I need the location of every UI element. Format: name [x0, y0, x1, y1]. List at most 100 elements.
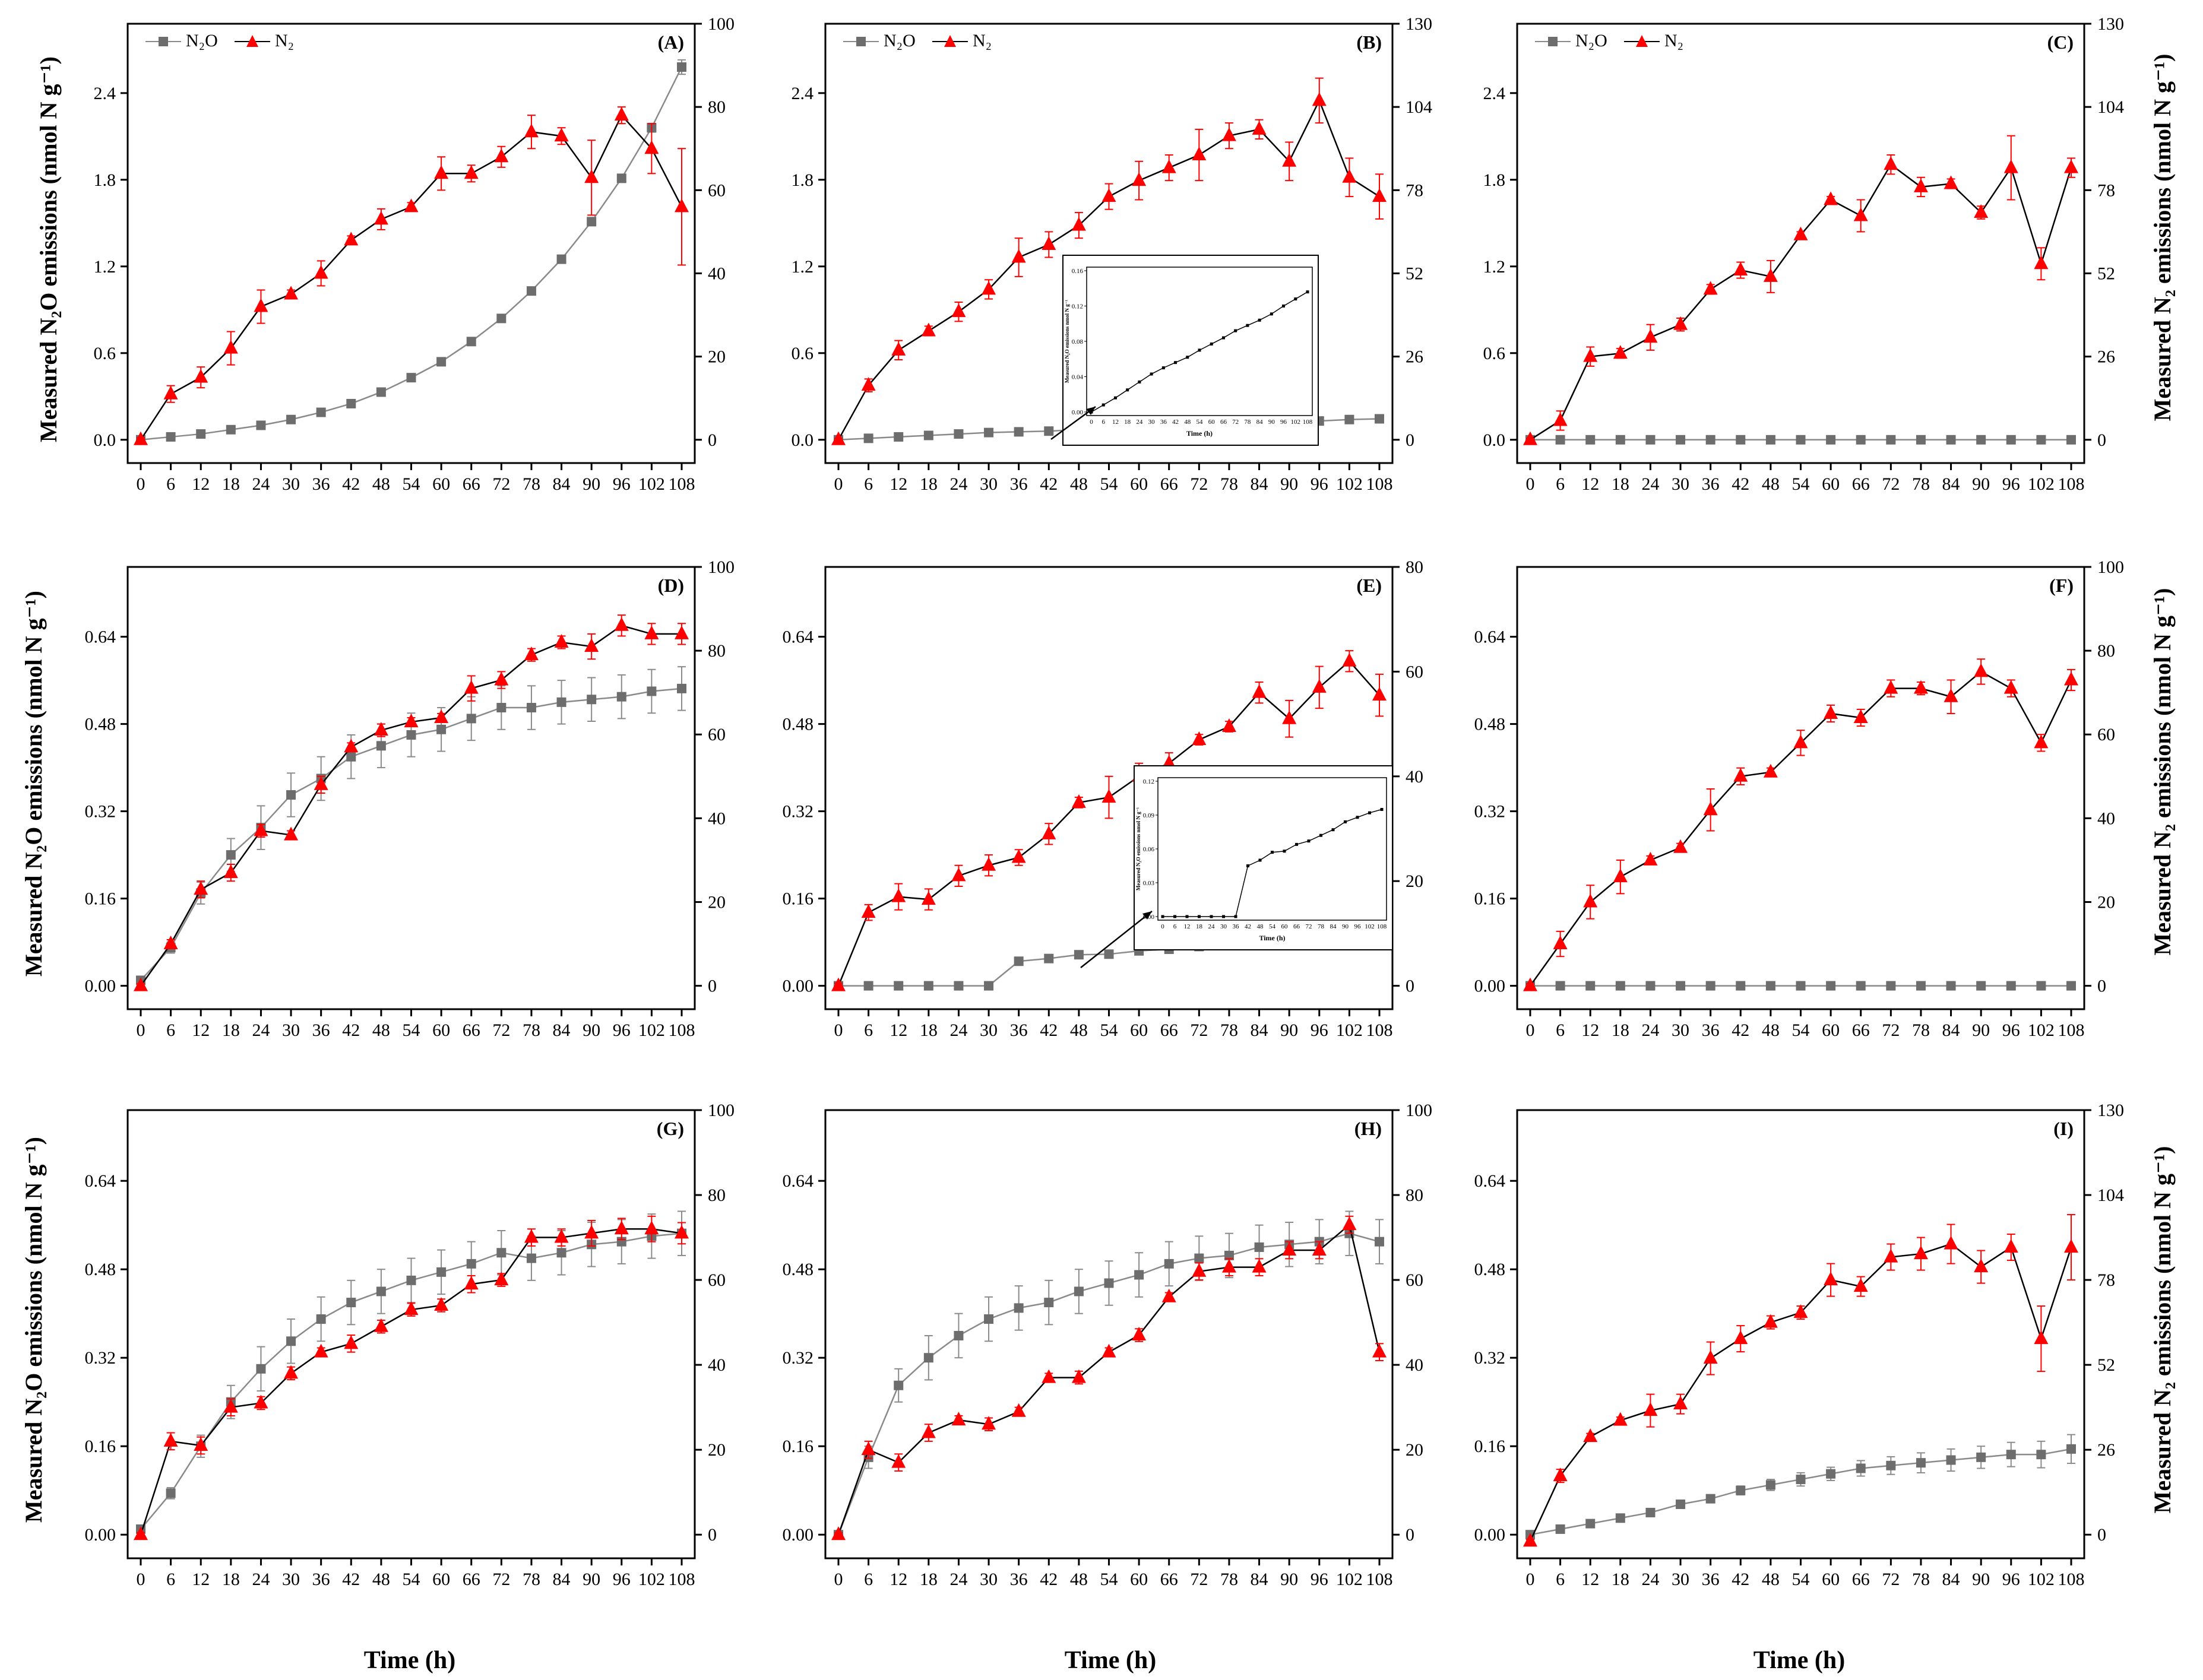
n2-point [1342, 169, 1357, 183]
x-tick-label: 24 [949, 1570, 967, 1589]
series-n2o [1525, 435, 2076, 445]
n2o-point [496, 703, 507, 713]
n2-point [1042, 825, 1056, 839]
x-tick-label: 12 [192, 474, 210, 494]
inset-point [1246, 864, 1249, 867]
n2-point [1583, 1428, 1598, 1443]
n2-point [1252, 1259, 1267, 1273]
y-left-tick-label: 0.00 [783, 977, 814, 996]
x-tick-label: 72 [1190, 474, 1208, 494]
x-tick-label: 36 [1702, 1020, 1720, 1040]
x-tick-label: 102 [1336, 1570, 1363, 1589]
n2o-point [1976, 435, 1986, 445]
inset-x-tick-label: 54 [1197, 419, 1204, 426]
plot-frame [1516, 23, 2085, 464]
n2-point [1282, 710, 1297, 724]
x-tick-label: 0 [137, 474, 145, 494]
n2o-point [1375, 414, 1384, 424]
n2-point [1192, 147, 1207, 161]
n2-point [1282, 1242, 1297, 1256]
n2o-point [1014, 427, 1024, 437]
x-tick-label: 54 [1792, 1570, 1810, 1589]
series-n2o [136, 1210, 686, 1534]
inset-point [1307, 839, 1311, 843]
n2o-point [466, 1259, 476, 1269]
n2-point [1523, 431, 1537, 445]
y-right-label-row1: Measured N₂ emissions (nmol N g⁻¹) [2149, 54, 2176, 421]
x-tick-label: 84 [553, 1020, 571, 1040]
x-tick-label: 60 [432, 474, 450, 494]
x-tick-label: 66 [1852, 1020, 1870, 1040]
inset-x-tick-label: 96 [1280, 419, 1287, 426]
x-tick-label: 108 [2058, 1570, 2085, 1589]
y-right-tick-label: 60 [1406, 1270, 1423, 1290]
x-tick-label: 102 [1336, 474, 1363, 494]
n2-point [951, 867, 966, 882]
n2o-point [1645, 1507, 1656, 1517]
inset-point [1344, 820, 1347, 823]
y-right-tick-label: 60 [1406, 662, 1423, 681]
n2-point [1011, 849, 1026, 863]
inset-x-tick-label: 30 [1220, 923, 1227, 930]
n2-point [1824, 1272, 1838, 1286]
legend-n2o-marker [856, 37, 866, 46]
x-tick-label: 66 [1160, 474, 1178, 494]
panel-a: 0.0 0.6 1.2 1.8 2.4 0 20 40 60 80 100 0 6 12 18 24 30 36 4… [94, 14, 735, 494]
n2o-point [1014, 1303, 1024, 1313]
x-tick-label: 18 [1612, 1570, 1629, 1589]
y-right-tick-label: 104 [1406, 97, 1432, 117]
y-left-tick-label: 0.32 [85, 802, 116, 822]
n2-point [2034, 255, 2049, 270]
n2-point [1763, 268, 1778, 282]
y-left-tick-label: 0.64 [1474, 1171, 1506, 1191]
x-tick-label: 90 [1972, 1570, 1990, 1589]
n2-point [1853, 207, 1868, 221]
n2o-point [1676, 435, 1686, 445]
n2-point [1132, 1327, 1147, 1341]
panel-i: 0.00 0.16 0.32 0.48 0.64 0 26 52 78 104 130 0 6 12 18 2… [1474, 1101, 2125, 1589]
n2o-point [556, 1248, 566, 1258]
n2-point [921, 891, 936, 905]
y-right-tick-label: 20 [708, 892, 726, 912]
n2o-point [466, 337, 476, 347]
inset-x-tick-label: 66 [1220, 419, 1227, 426]
inset-point [1210, 342, 1213, 345]
n2o-point [923, 981, 933, 991]
x-tick-label: 18 [920, 1570, 938, 1589]
x-label-col1: Time (h) [364, 1647, 455, 1674]
x-tick-label: 84 [553, 1570, 571, 1589]
inset-point [1306, 290, 1309, 294]
x-tick-label: 12 [890, 474, 907, 494]
n2-point [374, 722, 388, 736]
n2-point [1252, 684, 1267, 698]
x-tick-label: 30 [980, 1020, 998, 1040]
n2-point [1613, 868, 1628, 883]
x-tick-label: 24 [1641, 474, 1659, 494]
n2o-point [1615, 981, 1625, 991]
x-tick-label: 60 [1130, 1020, 1148, 1040]
n2-point [254, 1394, 268, 1409]
n2o-point [496, 313, 507, 324]
x-tick-label: 30 [1672, 1020, 1689, 1040]
y-right-tick-label: 26 [2097, 347, 2115, 367]
n2o-point [1044, 426, 1054, 436]
n2-point [1312, 679, 1327, 693]
y-left-tick-label: 0.32 [1474, 802, 1506, 822]
x-tick-label: 78 [1220, 1570, 1238, 1589]
x-tick-label: 78 [523, 1020, 540, 1040]
y-left-tick-label: 0.48 [783, 715, 814, 734]
x-tick-label: 96 [613, 474, 631, 494]
n2o-point [647, 686, 657, 696]
n2-point [134, 1526, 148, 1540]
n2o-point [1886, 435, 1896, 445]
n2o-point [1796, 981, 1806, 991]
n2-point [831, 977, 846, 991]
legend-n2-label: N₂ [1664, 31, 1683, 50]
n2o-point [1044, 1298, 1054, 1308]
n2-point [374, 211, 388, 225]
x-tick-label: 54 [1792, 1020, 1810, 1040]
y-left-tick-label: 0.48 [1474, 715, 1506, 734]
n2o-point [1705, 1494, 1715, 1504]
inset-point [1198, 915, 1201, 918]
n2o-point [376, 387, 386, 397]
